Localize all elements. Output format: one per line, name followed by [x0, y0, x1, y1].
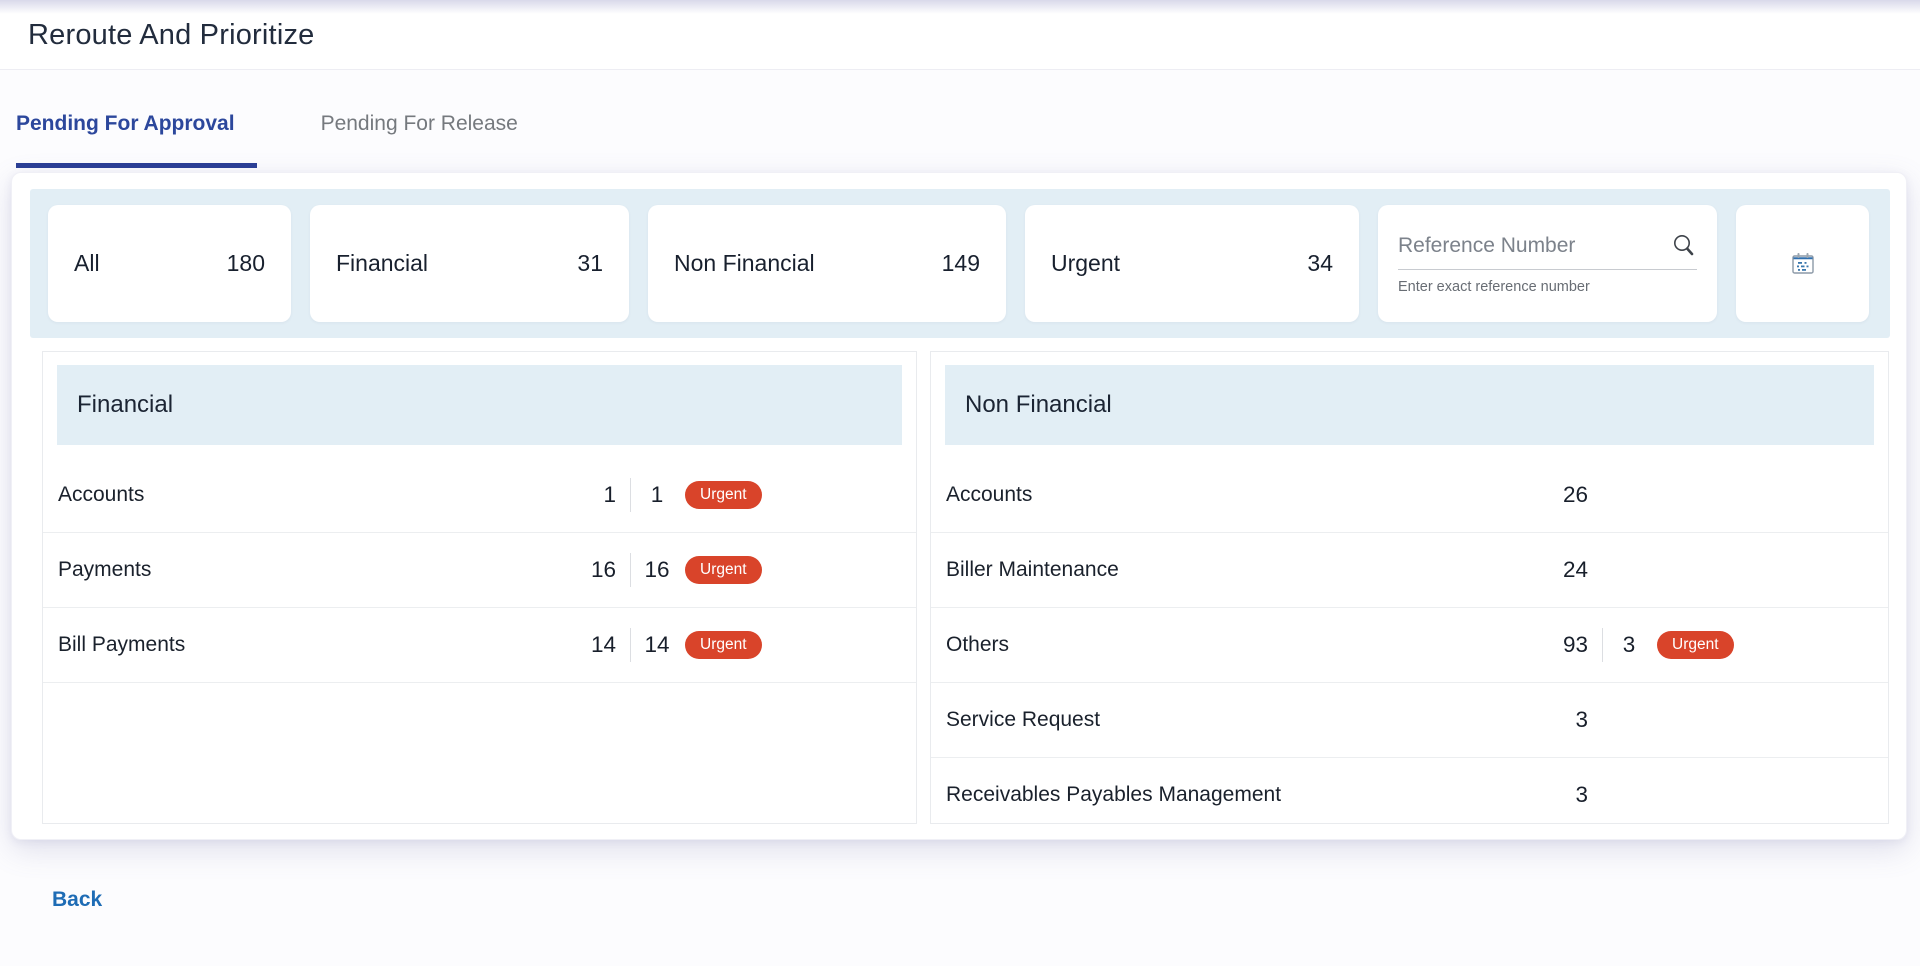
category-row[interactable]: Receivables Payables Management 3: [931, 758, 1888, 823]
tab-pending-for-approval[interactable]: Pending For Approval: [16, 112, 257, 168]
panel-header: Non Financial: [945, 365, 1874, 445]
reference-number-card: Enter exact reference number: [1378, 205, 1717, 322]
back-link[interactable]: Back: [52, 888, 103, 911]
summary-card-label: Urgent: [1051, 250, 1121, 276]
category-row[interactable]: Payments 16 16 Urgent: [43, 533, 916, 608]
row-label: Biller Maintenance: [946, 558, 1119, 581]
category-row[interactable]: Service Request 3: [931, 683, 1888, 758]
category-row[interactable]: Biller Maintenance 24: [931, 533, 1888, 608]
urgent-count: 1: [650, 482, 664, 507]
row-label: Accounts: [946, 483, 1033, 506]
row-count: 24: [1562, 557, 1588, 582]
urgent-count: 16: [644, 557, 670, 582]
row-count: 26: [1562, 482, 1588, 507]
date-filter-button[interactable]: [1736, 205, 1869, 322]
row-count: 3: [1575, 707, 1588, 732]
row-label: Receivables Payables Management: [946, 783, 1282, 806]
summary-card-count: 149: [941, 250, 980, 276]
urgent-badge: Urgent: [685, 631, 762, 659]
summary-card-non-financial[interactable]: Non Financial 149: [648, 205, 1006, 322]
panel-header: Financial: [57, 365, 902, 445]
row-label: Bill Payments: [58, 633, 186, 656]
row-label: Service Request: [946, 708, 1101, 731]
reference-input-row: [1398, 233, 1697, 270]
row-count: 16: [590, 557, 616, 582]
summary-card-count: 31: [577, 250, 603, 276]
urgent-count: 14: [644, 632, 670, 657]
calendar-icon: [1791, 252, 1814, 274]
row-urgent-group: 14 Urgent: [616, 628, 916, 662]
category-panels: Financial Accounts 1 1 Urgent Payments 1…: [42, 351, 1889, 824]
panel-rows: Accounts 1 1 Urgent Payments 16 16 Urgen…: [43, 445, 916, 683]
urgent-badge: Urgent: [685, 556, 762, 584]
reference-number-input[interactable]: [1398, 233, 1648, 258]
page-title: Reroute And Prioritize: [28, 18, 315, 51]
count-divider: [630, 553, 631, 587]
row-urgent-group: 3 Urgent: [1588, 628, 1888, 662]
summary-card-count: 34: [1307, 250, 1333, 276]
row-count: 3: [1575, 782, 1588, 807]
panel-rows: Accounts 26 Biller Maintenance 24 Others…: [931, 445, 1888, 823]
tab-pending-for-release[interactable]: Pending For Release: [320, 112, 518, 135]
summary-card-label: All: [74, 250, 100, 276]
tab-bar: Pending For Approval Pending For Release: [16, 112, 522, 168]
row-urgent-group: 16 Urgent: [616, 553, 916, 587]
category-row[interactable]: Accounts 1 1 Urgent: [43, 458, 916, 533]
row-label: Others: [946, 633, 1010, 656]
panel-financial: Financial Accounts 1 1 Urgent Payments 1…: [42, 351, 917, 824]
category-row[interactable]: Accounts 26: [931, 458, 1888, 533]
count-divider: [630, 478, 631, 512]
urgent-badge: Urgent: [1657, 631, 1734, 659]
row-urgent-group: 1 Urgent: [616, 478, 916, 512]
count-divider: [1602, 628, 1603, 662]
filter-strip: All 180 Financial 31 Non Financial 149 U…: [30, 189, 1890, 338]
category-row[interactable]: Bill Payments 14 14 Urgent: [43, 608, 916, 683]
reference-helper-text: Enter exact reference number: [1398, 278, 1590, 295]
row-label: Accounts: [58, 483, 145, 506]
summary-card-financial[interactable]: Financial 31: [310, 205, 629, 322]
summary-card-urgent[interactable]: Urgent 34: [1025, 205, 1359, 322]
summary-card-count: 180: [226, 250, 265, 276]
count-divider: [630, 628, 631, 662]
main-content-card: All 180 Financial 31 Non Financial 149 U…: [11, 172, 1907, 840]
summary-card-label: Financial: [336, 250, 429, 276]
row-count: 93: [1562, 632, 1588, 657]
row-label: Payments: [58, 558, 152, 581]
row-count: 1: [603, 482, 616, 507]
page-header: Reroute And Prioritize: [0, 0, 1920, 70]
summary-card-all[interactable]: All 180: [48, 205, 291, 322]
panel-non-financial: Non Financial Accounts 26 Biller Mainten…: [930, 351, 1889, 824]
search-icon[interactable]: [1671, 233, 1697, 259]
row-count: 14: [590, 632, 616, 657]
summary-card-label: Non Financial: [674, 250, 815, 276]
urgent-badge: Urgent: [685, 481, 762, 509]
urgent-count: 3: [1622, 632, 1636, 657]
category-row[interactable]: Others 93 3 Urgent: [931, 608, 1888, 683]
